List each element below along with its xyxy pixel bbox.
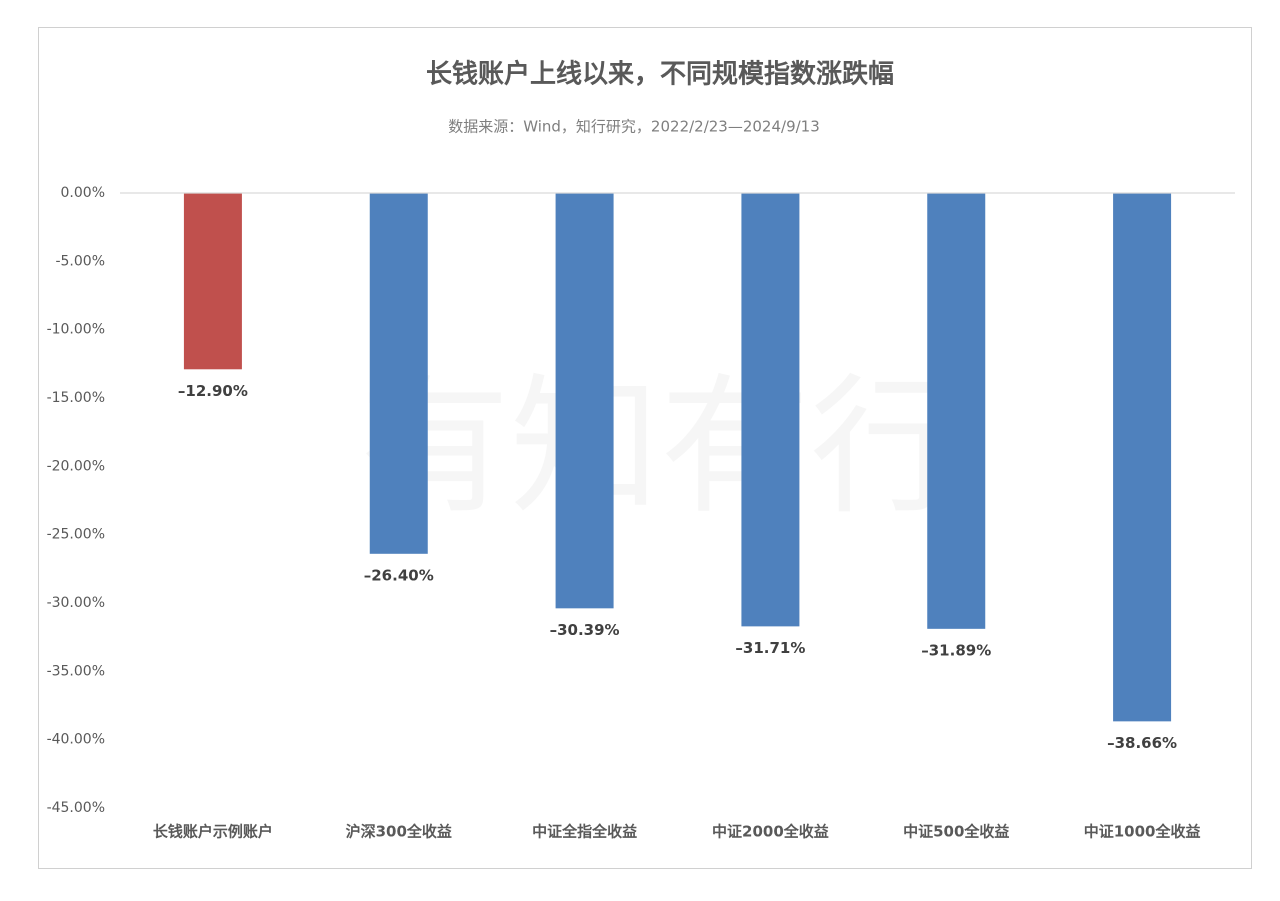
x-tick-label: 中证全指全收益 bbox=[532, 823, 637, 841]
y-tick-label: -20.00% bbox=[47, 458, 105, 474]
chart-title: 长钱账户上线以来，不同规模指数涨跌幅 bbox=[426, 59, 894, 90]
value-label: –31.89% bbox=[921, 641, 991, 659]
watermark: 有知有行 bbox=[360, 361, 960, 535]
y-tick-label: 0.00% bbox=[61, 185, 105, 201]
bar bbox=[369, 193, 428, 554]
bar bbox=[555, 193, 614, 609]
bar bbox=[741, 193, 800, 627]
y-tick-label: -25.00% bbox=[47, 527, 105, 543]
x-tick-label: 中证2000全收益 bbox=[712, 823, 829, 841]
y-tick-label: -15.00% bbox=[47, 390, 105, 406]
y-tick-label: -45.00% bbox=[47, 800, 105, 816]
x-tick-label: 长钱账户示例账户 bbox=[153, 823, 273, 841]
value-label: –30.39% bbox=[550, 621, 620, 639]
chart-frame bbox=[38, 27, 1252, 869]
chart-subtitle: 数据来源：Wind，知行研究，2022/2/23—2024/9/13 bbox=[448, 118, 820, 136]
bar bbox=[183, 193, 242, 370]
x-tick-label: 中证1000全收益 bbox=[1084, 823, 1201, 841]
value-label: –26.40% bbox=[364, 566, 434, 584]
y-tick-label: -10.00% bbox=[47, 322, 105, 338]
value-label: –12.90% bbox=[178, 382, 248, 400]
x-tick-label: 中证500全收益 bbox=[903, 823, 1009, 841]
value-label: –31.71% bbox=[735, 639, 805, 657]
x-tick-label: 沪深300全收益 bbox=[346, 823, 452, 841]
y-tick-label: -30.00% bbox=[47, 595, 105, 611]
value-label: –38.66% bbox=[1107, 734, 1177, 752]
y-tick-label: -40.00% bbox=[47, 732, 105, 748]
bar bbox=[1113, 193, 1172, 722]
y-tick-label: -35.00% bbox=[47, 663, 105, 679]
y-tick-label: -5.00% bbox=[55, 253, 105, 269]
bar bbox=[927, 193, 986, 629]
